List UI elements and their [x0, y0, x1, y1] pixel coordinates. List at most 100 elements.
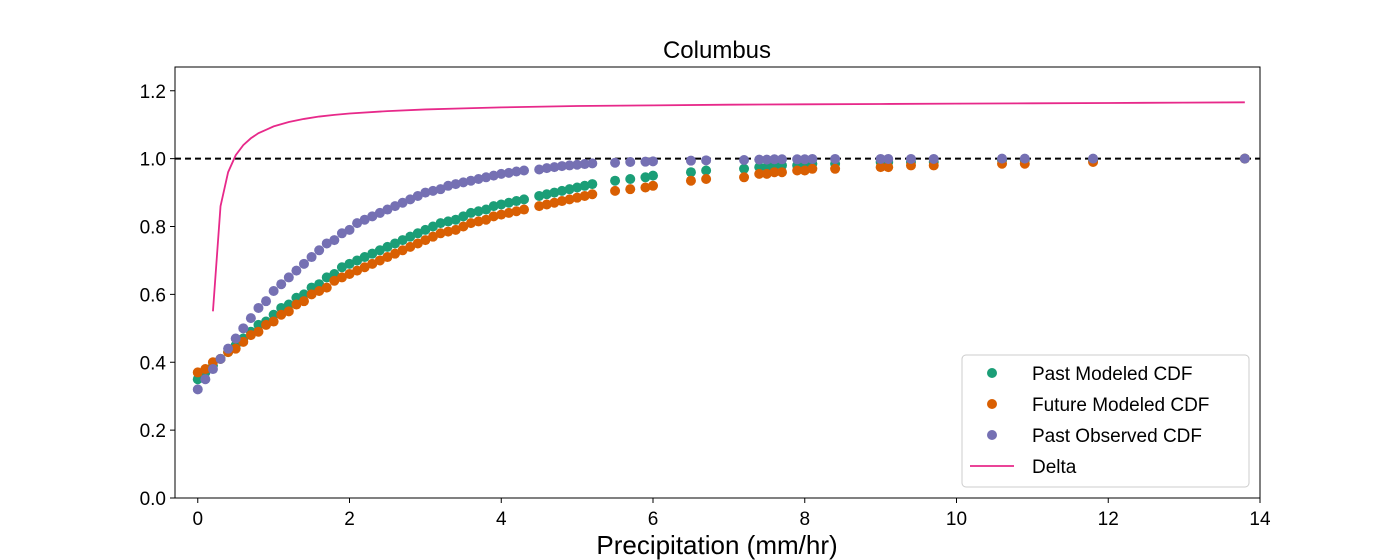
- y-tick-label: 0.6: [140, 285, 166, 306]
- past-observed-cdf-point: [458, 177, 469, 188]
- future-modeled-cdf-point: [549, 197, 560, 208]
- past-observed-cdf-point: [776, 154, 787, 165]
- future-modeled-cdf-point: [405, 241, 416, 252]
- future-modeled-cdf-point: [754, 168, 765, 179]
- y-tick-label: 1.2: [140, 82, 166, 103]
- y-tick-label: 1.0: [140, 150, 166, 171]
- past-observed-cdf-point: [427, 185, 438, 196]
- past-modeled-cdf-point: [648, 170, 659, 181]
- future-modeled-cdf-point: [534, 201, 545, 212]
- past-observed-cdf-point: [875, 153, 886, 164]
- past-modeled-cdf-point: [352, 255, 363, 266]
- past-observed-cdf-point: [253, 302, 264, 313]
- past-observed-cdf-point: [435, 184, 446, 195]
- future-modeled-cdf-point: [701, 173, 712, 184]
- past-modeled-cdf-point: [541, 189, 552, 200]
- past-observed-cdf-point: [549, 162, 560, 173]
- future-modeled-cdf-point: [230, 343, 241, 354]
- past-modeled-cdf-point: [465, 207, 476, 218]
- future-modeled-cdf-point: [367, 258, 378, 269]
- past-observed-cdf-point: [382, 204, 393, 215]
- past-modeled-cdf-point: [564, 184, 575, 195]
- future-modeled-cdf-point: [329, 275, 340, 286]
- future-modeled-cdf-point: [390, 248, 401, 259]
- past-observed-cdf-point: [321, 238, 332, 249]
- future-modeled-cdf-point: [579, 190, 590, 201]
- past-modeled-cdf-point: [397, 235, 408, 246]
- past-modeled-cdf-point: [405, 231, 416, 242]
- future-modeled-cdf-point: [253, 326, 264, 337]
- future-modeled-cdf-point: [739, 172, 750, 183]
- past-observed-cdf-point: [625, 157, 636, 168]
- future-modeled-cdf-point: [541, 199, 552, 210]
- chart-title: Columbus: [663, 37, 771, 64]
- past-observed-cdf-point: [640, 156, 651, 167]
- future-modeled-cdf-point: [503, 207, 514, 218]
- past-observed-cdf-point: [245, 313, 256, 324]
- past-modeled-cdf-point: [473, 206, 484, 217]
- past-observed-cdf-point: [420, 187, 431, 198]
- past-observed-cdf-point: [997, 153, 1008, 164]
- future-modeled-cdf-point: [238, 336, 249, 347]
- future-modeled-cdf-point: [382, 252, 393, 263]
- past-modeled-cdf-point: [420, 224, 431, 235]
- y-tick-label: 0.2: [140, 421, 166, 442]
- future-modeled-cdf-point: [488, 211, 499, 222]
- future-modeled-cdf-point: [792, 165, 803, 176]
- future-modeled-cdf-point: [268, 316, 279, 327]
- x-tick-label: 2: [344, 509, 355, 530]
- past-modeled-cdf-point: [382, 241, 393, 252]
- past-observed-cdf-point: [336, 228, 347, 239]
- past-modeled-cdf-point: [610, 175, 621, 186]
- x-axis: 0 2 4 6 8 10 12 14: [192, 498, 1271, 530]
- past-observed-cdf-point: [473, 173, 484, 184]
- future-modeled-cdf-point: [352, 265, 363, 276]
- past-modeled-cdf-point: [511, 196, 522, 207]
- past-observed-cdf-point: [223, 343, 234, 354]
- past-modeled-cdf-point: [625, 173, 636, 184]
- future-modeled-cdf-point: [192, 367, 203, 378]
- x-tick-label: 10: [946, 509, 967, 530]
- future-modeled-cdf-point: [685, 175, 696, 186]
- future-modeled-cdf-point: [344, 269, 355, 280]
- legend-label: Past Modeled CDF: [1032, 364, 1193, 385]
- past-observed-cdf-point: [761, 154, 772, 165]
- legend-item: Past Modeled CDF: [987, 364, 1193, 385]
- y-tick-label: 0.8: [140, 218, 166, 239]
- past-observed-cdf-point: [1019, 153, 1030, 164]
- past-modeled-cdf-point: [321, 272, 332, 283]
- future-modeled-cdf-point: [261, 319, 272, 330]
- past-modeled-cdf-point: [739, 163, 750, 174]
- y-axis: 0.0 0.2 0.4 0.6 0.8 1.0 1.2: [140, 82, 175, 510]
- legend-label: Past Observed CDF: [1032, 426, 1202, 447]
- past-observed-cdf-point: [329, 235, 340, 246]
- future-modeled-cdf-point: [648, 180, 659, 191]
- future-modeled-cdf-point: [374, 255, 385, 266]
- past-observed-cdf-point: [496, 168, 507, 179]
- y-tick-label: 0.4: [140, 353, 167, 374]
- delta-series: [212, 101, 1245, 312]
- future-modeled-cdf-point: [481, 214, 492, 225]
- past-modeled-cdf-point: [534, 190, 545, 201]
- past-modeled-cdf-point: [519, 194, 530, 205]
- past-observed-cdf-point: [268, 285, 279, 296]
- past-modeled-cdf-point: [427, 221, 438, 232]
- past-modeled-cdf-point: [572, 182, 583, 193]
- past-observed-cdf-point: [276, 279, 287, 290]
- future-modeled-cdf-point: [830, 163, 841, 174]
- past-modeled-cdf-point: [374, 245, 385, 256]
- x-axis-label: Precipitation (mm/hr): [596, 530, 837, 560]
- past-observed-cdf-point: [587, 158, 598, 169]
- past-observed-cdf-point: [192, 384, 203, 395]
- future-modeled-cdf-point: [769, 167, 780, 178]
- x-tick-label: 14: [1249, 509, 1271, 530]
- future-modeled-cdf-point: [435, 228, 446, 239]
- past-modeled-cdf-point: [450, 214, 461, 225]
- past-modeled-cdf-point: [640, 172, 651, 183]
- future-modeled-cdf-point: [473, 216, 484, 227]
- past-modeled-cdf-point: [496, 199, 507, 210]
- legend: Past Modeled CDF Future Modeled CDF Past O…: [961, 354, 1250, 488]
- future-modeled-cdf-point: [306, 289, 317, 300]
- past-modeled-cdf-point: [488, 201, 499, 212]
